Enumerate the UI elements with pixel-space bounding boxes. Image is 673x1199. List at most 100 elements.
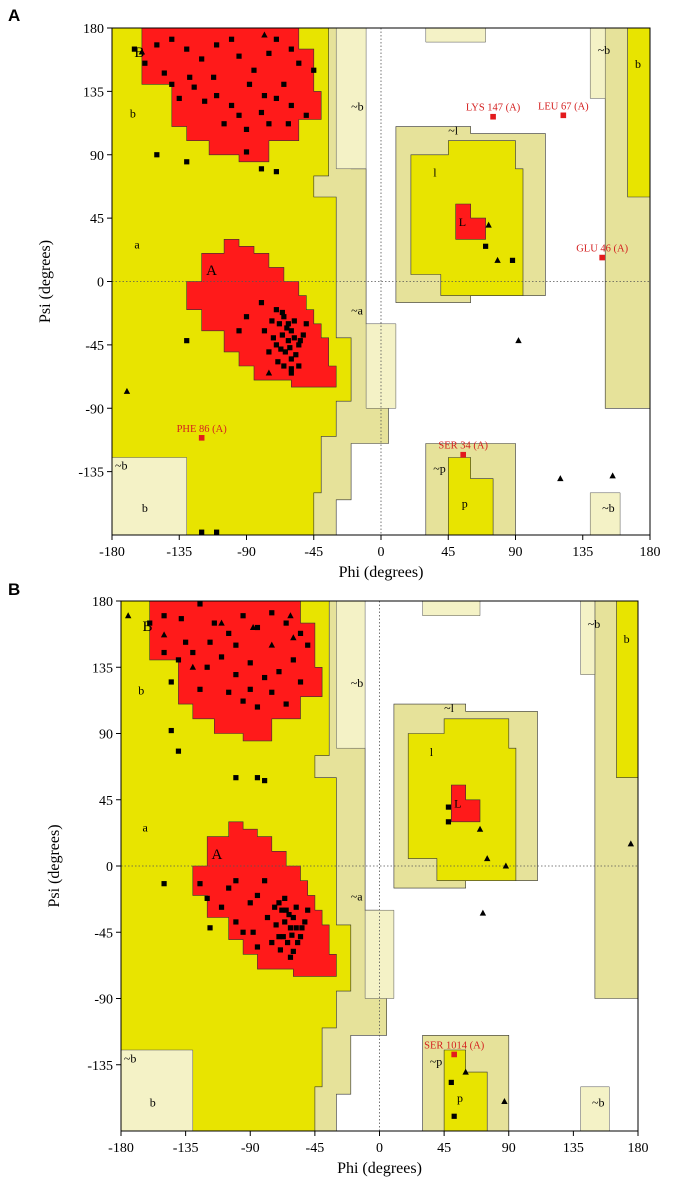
residue-point <box>254 775 261 781</box>
glycine-point <box>485 221 492 228</box>
x-tick-label: -180 <box>99 545 125 560</box>
residue-point <box>184 159 190 165</box>
residue-point <box>282 919 288 925</box>
residue-point <box>214 93 220 99</box>
x-axis-title: Phi (degrees) <box>337 1160 422 1177</box>
residue-point <box>142 60 148 66</box>
region-label: ~b <box>351 676 364 690</box>
residue-point <box>284 939 291 946</box>
region-label: B <box>134 45 144 61</box>
residue-point <box>280 934 286 940</box>
residue-point <box>161 881 167 887</box>
residue-point <box>197 601 203 607</box>
residue-point <box>226 630 232 636</box>
y-tick-label: -90 <box>94 993 113 1008</box>
glycine-point <box>287 612 294 619</box>
region-label: a <box>134 237 140 251</box>
residue-point <box>285 321 291 327</box>
residue-point <box>246 81 253 87</box>
region-label: ~a <box>351 889 363 903</box>
residue-point <box>191 84 197 90</box>
residue-point <box>287 925 294 931</box>
residue-point <box>254 624 261 631</box>
residue-point <box>161 649 167 656</box>
x-tick-label: 135 <box>572 545 593 560</box>
residue-point <box>236 328 242 334</box>
residue-point <box>233 672 239 678</box>
residue-point <box>288 370 294 376</box>
y-tick-label: -45 <box>85 339 104 354</box>
residue-point <box>247 686 253 692</box>
y-tick-label: 45 <box>99 794 113 809</box>
residue-point <box>233 919 239 925</box>
region-label: ~b <box>115 459 128 473</box>
residue-point <box>254 704 261 710</box>
glycine-point <box>515 337 522 344</box>
residue-point <box>218 654 225 660</box>
residue-point <box>269 318 275 324</box>
residue-point <box>187 74 193 80</box>
x-tick-label: -180 <box>108 1141 134 1156</box>
residue-point <box>288 328 294 334</box>
residue-point <box>269 610 275 616</box>
residue-point <box>279 309 285 316</box>
residue-point <box>288 102 294 109</box>
residue-point <box>261 328 268 334</box>
residue-point <box>211 74 217 80</box>
residue-point <box>261 93 268 99</box>
generous-boundary-zone-5 <box>589 28 606 99</box>
residue-point <box>247 900 253 906</box>
residue-point <box>281 363 287 369</box>
glycine-point <box>249 624 257 630</box>
glycine-point <box>261 31 268 38</box>
region-label: p <box>462 497 468 511</box>
residue-point <box>226 885 232 891</box>
residue-point <box>300 332 306 338</box>
x-tick-label: 45 <box>441 545 455 560</box>
residue-point <box>299 925 305 931</box>
region-label: ~p <box>433 461 446 475</box>
residue-point <box>184 46 190 52</box>
residue-point <box>228 36 235 42</box>
glycine-point <box>479 909 487 916</box>
x-tick-label: 0 <box>378 545 385 560</box>
x-tick-label: -45 <box>304 545 323 560</box>
region-label: ~b <box>351 99 364 113</box>
y-tick-label: -90 <box>85 402 104 417</box>
glycine-point <box>160 631 168 638</box>
residue-point <box>283 701 289 707</box>
y-axis-title: Psi (degrees) <box>37 240 54 323</box>
region-label: ~b <box>124 1051 137 1065</box>
generous-boundary-zone-4 <box>589 492 621 535</box>
glycine-point <box>123 387 131 394</box>
region-label: ~p <box>430 1054 443 1068</box>
residue-point <box>214 529 220 535</box>
outlier-point <box>460 451 466 458</box>
glycine-point <box>484 855 491 862</box>
outlier-label: PHE 86 (A) <box>177 424 228 435</box>
residue-point <box>204 664 210 670</box>
residue-point <box>273 95 279 102</box>
residue-point <box>288 356 294 362</box>
core-region-2 <box>186 239 337 388</box>
residue-point <box>303 321 309 327</box>
residue-point <box>169 81 175 87</box>
residue-point <box>273 36 279 42</box>
glycine-point <box>124 612 132 619</box>
residue-point <box>147 620 153 626</box>
residue-point <box>154 42 160 48</box>
panel-label-a: A <box>8 6 21 25</box>
y-tick-label: 90 <box>90 149 104 164</box>
residue-point <box>236 53 242 59</box>
residue-point <box>279 907 285 913</box>
outlier-point <box>599 254 605 261</box>
generous-boundary-zone-5 <box>580 601 596 675</box>
residue-point <box>221 121 227 127</box>
residue-point <box>266 121 272 127</box>
region-label: l <box>430 745 434 759</box>
residue-point <box>258 300 265 306</box>
residue-point <box>226 689 232 695</box>
residue-point <box>293 925 299 931</box>
residue-point <box>207 639 213 645</box>
